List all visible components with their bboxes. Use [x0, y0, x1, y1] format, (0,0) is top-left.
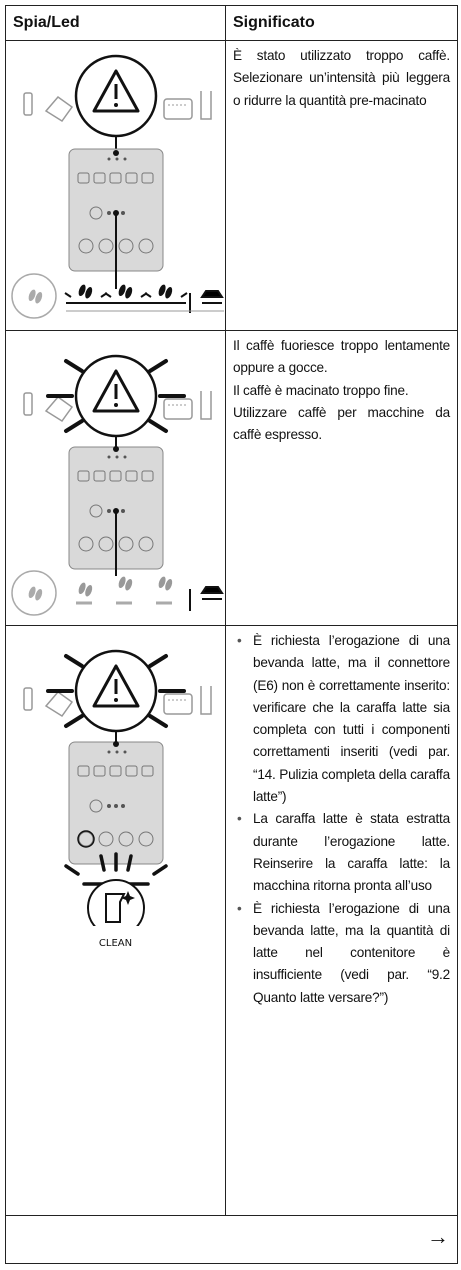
row: Il caffè fuoriesce troppo lentamente opp… [5, 330, 458, 626]
header-cell: Spia/Led [5, 5, 226, 41]
clean-icon [87, 879, 145, 926]
paragraph: Utilizzare caffè per macchine da caffè e… [233, 404, 450, 443]
next-arrow: → [5, 1215, 458, 1264]
illustration [11, 354, 224, 616]
text-cell: È stato utilizzato troppo caffè. Selezio… [225, 40, 458, 331]
icon-label: CLEAN [98, 938, 133, 949]
illustration-cell [5, 40, 226, 331]
bullet-list: È richiesta l’erogazione di una bevanda … [233, 630, 450, 1009]
bullet: È richiesta l’erogazione di una bevanda … [237, 630, 450, 808]
footer-row: → [5, 1215, 458, 1264]
text-cell: È richiesta l’erogazione di una bevanda … [225, 625, 458, 1216]
bullet: La caraffa latte è stata estratta durant… [237, 808, 450, 897]
row: È stato utilizzato troppo caffè. Selezio… [5, 40, 458, 331]
paragraph: Il caffè fuoriesce troppo lentamente opp… [233, 338, 450, 376]
illustration [23, 649, 212, 926]
paragraph: È stato utilizzato troppo caffè. Selezio… [233, 48, 450, 108]
illustration-cell: CLEAN [5, 625, 226, 1216]
text-cell: Il caffè fuoriesce troppo lentamente opp… [225, 330, 458, 626]
illustration-cell [5, 330, 226, 626]
header-row: Spia/Led Significato [5, 5, 458, 41]
header-cell: Significato [225, 5, 458, 41]
illustration [11, 54, 224, 319]
bullet: È richiesta l’erogazione di una bevanda … [237, 898, 450, 1009]
paragraph: Il caffè è macinato troppo fine. [233, 382, 409, 398]
row: CLEAN È richiesta l’erogazione di una be… [5, 625, 458, 1216]
table: Spia/Led Significato È stato utilizzato … [5, 5, 458, 1264]
